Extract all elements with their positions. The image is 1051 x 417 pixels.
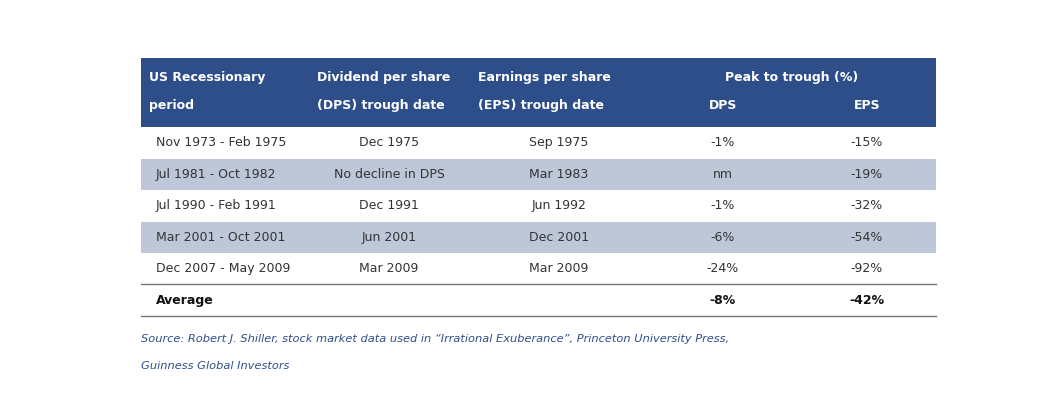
- Bar: [141, 127, 936, 158]
- Text: US Recessionary: US Recessionary: [149, 71, 266, 84]
- Text: Peak to trough (%): Peak to trough (%): [725, 71, 859, 84]
- Text: Dec 2007 - May 2009: Dec 2007 - May 2009: [156, 262, 290, 275]
- Text: Mar 2009: Mar 2009: [529, 262, 589, 275]
- Text: -15%: -15%: [850, 136, 883, 149]
- Text: (DPS) trough date: (DPS) trough date: [317, 98, 445, 111]
- Text: Jun 2001: Jun 2001: [362, 231, 417, 244]
- Text: Jul 1981 - Oct 1982: Jul 1981 - Oct 1982: [156, 168, 276, 181]
- Text: Source: Robert J. Shiller, stock market data used in “Irrational Exuberance”, Pr: Source: Robert J. Shiller, stock market …: [141, 334, 729, 344]
- Text: Mar 2009: Mar 2009: [359, 262, 419, 275]
- Text: Dec 1975: Dec 1975: [359, 136, 419, 149]
- Text: -54%: -54%: [850, 231, 883, 244]
- Text: -1%: -1%: [710, 136, 735, 149]
- Text: Guinness Global Investors: Guinness Global Investors: [141, 361, 289, 371]
- Text: -1%: -1%: [710, 199, 735, 212]
- Text: Nov 1973 - Feb 1975: Nov 1973 - Feb 1975: [156, 136, 286, 149]
- Text: EPS: EPS: [853, 98, 880, 111]
- Text: -8%: -8%: [709, 294, 736, 306]
- Text: -92%: -92%: [850, 262, 883, 275]
- Text: No decline in DPS: No decline in DPS: [334, 168, 445, 181]
- Bar: [141, 158, 936, 190]
- Text: Jun 1992: Jun 1992: [531, 199, 586, 212]
- Bar: [141, 284, 936, 316]
- Text: Dec 2001: Dec 2001: [529, 231, 589, 244]
- Text: -42%: -42%: [849, 294, 885, 306]
- Text: period: period: [149, 98, 194, 111]
- Text: DPS: DPS: [708, 98, 737, 111]
- Text: Dec 1991: Dec 1991: [359, 199, 419, 212]
- Text: Jul 1990 - Feb 1991: Jul 1990 - Feb 1991: [156, 199, 276, 212]
- Text: -32%: -32%: [850, 199, 883, 212]
- Text: Dividend per share: Dividend per share: [317, 71, 451, 84]
- Text: Average: Average: [156, 294, 213, 306]
- Bar: [141, 190, 936, 221]
- Text: -6%: -6%: [710, 231, 735, 244]
- Text: Mar 2001 - Oct 2001: Mar 2001 - Oct 2001: [156, 231, 285, 244]
- Text: Earnings per share: Earnings per share: [477, 71, 611, 84]
- Text: Mar 1983: Mar 1983: [529, 168, 589, 181]
- Text: -19%: -19%: [850, 168, 883, 181]
- Text: (EPS) trough date: (EPS) trough date: [477, 98, 603, 111]
- Text: nm: nm: [713, 168, 733, 181]
- Text: Sep 1975: Sep 1975: [529, 136, 589, 149]
- Text: -24%: -24%: [706, 262, 739, 275]
- Bar: [141, 253, 936, 284]
- Bar: [141, 221, 936, 253]
